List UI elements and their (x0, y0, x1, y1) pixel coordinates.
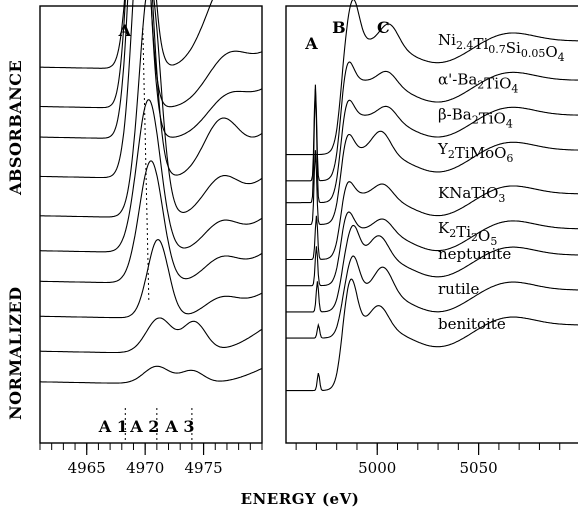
series-label-subscript: 2 (449, 227, 456, 240)
right-spectrum-curve (286, 224, 578, 313)
left-spectrum-curve (40, 0, 263, 218)
series-label-subscript: 0.05 (521, 47, 546, 60)
series-label-text: TiO (479, 109, 506, 127)
series-label-text: benitoite (438, 315, 506, 333)
right-panel: 5000 5050Ni2.4Ti0.7Si0.05O4α'-Ba2TiO4β-Ba… (285, 0, 578, 477)
series-label-subscript: 0.7 (488, 43, 506, 56)
series-label-text: KNaTiO (438, 184, 498, 202)
x-axis-label: ENERGY (eV) (240, 490, 360, 508)
series-label-text: O (478, 227, 490, 245)
series-label: benitoite (438, 315, 506, 333)
left-spectrum-curve (40, 99, 263, 253)
right-spectrum-curve (286, 88, 578, 204)
series-label: β-Ba2TiO4 (438, 105, 513, 130)
right-panel-tick-label: 5000 (358, 459, 396, 477)
left-peak-label: A 3 (164, 417, 194, 436)
series-label: KNaTiO3 (438, 184, 505, 205)
series-label-text: Ti (473, 35, 488, 53)
left-spectrum-curve (40, 160, 263, 284)
series-label-text: Y (437, 140, 449, 158)
right-spectrum-curve (286, 278, 578, 392)
series-label-subscript: 4 (511, 82, 518, 95)
series-label-subscript: 2 (477, 78, 484, 91)
left-panel-frame (39, 5, 263, 444)
left-panel-tick-label: 4970 (126, 459, 164, 477)
series-label: Ni2.4Ti0.7Si0.05O4 (438, 31, 565, 64)
series-label-text: α'-Ba (438, 70, 477, 88)
left-spectrum-curve (40, 0, 263, 139)
series-label-subscript: 6 (506, 152, 513, 165)
left-spectrum-curve (40, 317, 263, 354)
series-label-text: β-Ba (438, 105, 472, 123)
left-spectrum-curve (40, 239, 263, 319)
left-spectrum-curve (40, 0, 213, 69)
series-label-text: neptunite (438, 245, 511, 263)
series-label-subscript: 2 (472, 113, 479, 126)
series-label: rutile (438, 280, 479, 298)
series-label-subscript: 4 (558, 51, 565, 64)
left-panel-tick-label: 4975 (184, 459, 222, 477)
left-spectrum-curve (40, 0, 263, 109)
series-label-text: Ti (456, 223, 471, 241)
series-label: Y2TiMoO6 (437, 140, 513, 165)
series-label-text: Ni (438, 31, 456, 49)
series-label-text: Si (506, 39, 521, 57)
right-spectrum-curve (286, 130, 578, 226)
left-spectrum-curve (40, 365, 263, 384)
right-spectrum-curve (286, 211, 578, 287)
series-label-subscript: 2 (471, 231, 478, 244)
left-peak-guide (142, 27, 150, 301)
right-spectrum-curve (286, 255, 578, 339)
left-peak-label: A 1 (98, 417, 128, 436)
series-label-subscript: 3 (498, 192, 505, 205)
series-label-subscript: 2 (448, 148, 455, 161)
right-spectrum-curve (286, 181, 578, 261)
series-label-text: rutile (438, 280, 479, 298)
series-label-text: O (545, 43, 557, 61)
left-peak-label: A 2 (129, 417, 159, 436)
series-label: neptunite (438, 245, 511, 263)
series-label-subscript: 4 (506, 117, 513, 130)
series-label-text: TiMoO (455, 144, 507, 162)
series-label: K2Ti2O5 (438, 219, 497, 248)
left-spectrum-curve (40, 0, 263, 179)
left-peak-label: A (118, 21, 132, 40)
right-spectrum-curve (286, 0, 578, 156)
right-spectrum-curve (286, 61, 578, 182)
right-panel-tick-label: 5050 (460, 459, 498, 477)
right-peak-label: C (377, 18, 390, 37)
right-peak-label: B (332, 18, 346, 37)
series-label: α'-Ba2TiO4 (438, 70, 518, 95)
series-label-text: K (438, 219, 450, 237)
right-panel-frame (285, 5, 578, 444)
series-label-subscript: 2.4 (456, 39, 474, 52)
right-peak-label: A (304, 34, 318, 53)
left-panel-tick-label: 4965 (68, 459, 106, 477)
series-label-subscript: 5 (490, 235, 497, 248)
series-label-text: TiO (484, 74, 511, 92)
